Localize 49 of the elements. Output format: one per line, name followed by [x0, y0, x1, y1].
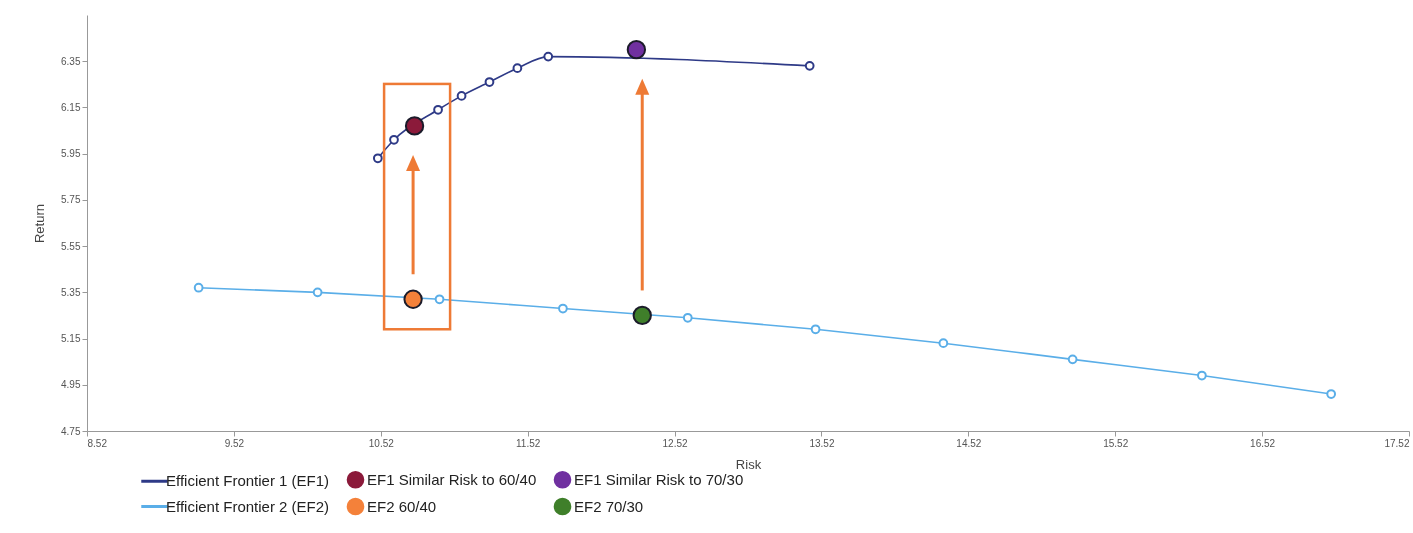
- point: [312, 287, 323, 298]
- point: [389, 134, 399, 145]
- point: [632, 305, 652, 326]
- x-tick-label: 11.52: [516, 437, 541, 449]
- x-tick-label: 15.52: [1103, 437, 1129, 449]
- legend-label: Efficient Frontier 2 (EF2): [166, 497, 330, 515]
- x-tick-label: 8.52: [87, 437, 108, 449]
- point: [433, 104, 443, 115]
- point: [403, 289, 423, 309]
- point: [682, 312, 693, 323]
- x-tick-label: 17.52: [1384, 437, 1410, 449]
- point: [1067, 354, 1078, 365]
- y-tick-label: 4.75: [61, 425, 81, 437]
- x-tick-label: 14.52: [956, 437, 982, 449]
- y-tick-label: 5.75: [61, 194, 81, 206]
- legend-label: EF2 60/40: [367, 497, 437, 515]
- y-axis-title: Return: [32, 203, 48, 244]
- point: [938, 338, 949, 349]
- point: [558, 303, 568, 314]
- point: [512, 63, 523, 74]
- x-axis-title: Risk: [735, 456, 762, 472]
- y-tick-label: 6.35: [61, 55, 81, 67]
- x-tick-label: 9.52: [224, 437, 245, 449]
- legend-label: Efficient Frontier 1 (EF1): [166, 472, 330, 490]
- point: [543, 51, 554, 62]
- x-tick-label: 16.52: [1250, 437, 1276, 449]
- y-tick-label: 5.35: [61, 286, 81, 298]
- y-tick-label: 6.15: [61, 101, 81, 113]
- point: [434, 294, 445, 305]
- point: [626, 40, 647, 60]
- point: [372, 153, 383, 164]
- x-tick-label: 10.52: [368, 437, 395, 449]
- legend-label: EF2 70/30: [574, 497, 644, 515]
- point: [1326, 389, 1337, 399]
- point: [193, 282, 204, 293]
- y-tick-label: 4.95: [61, 379, 81, 391]
- point: [404, 116, 425, 136]
- x-tick-label: 13.52: [809, 437, 835, 449]
- point: [804, 60, 815, 71]
- point: [1197, 370, 1207, 381]
- x-tick-label: 12.52: [662, 437, 688, 449]
- point: [456, 91, 467, 101]
- y-tick-label: 5.55: [61, 240, 81, 252]
- legend-label: EF1 Similar Risk to 60/40: [367, 470, 537, 488]
- point: [810, 324, 821, 335]
- y-tick-label: 5.95: [61, 148, 81, 160]
- point: [484, 77, 495, 87]
- y-tick-label: 5.15: [61, 333, 81, 345]
- legend-label: EF1 Similar Risk to 70/30: [574, 470, 744, 488]
